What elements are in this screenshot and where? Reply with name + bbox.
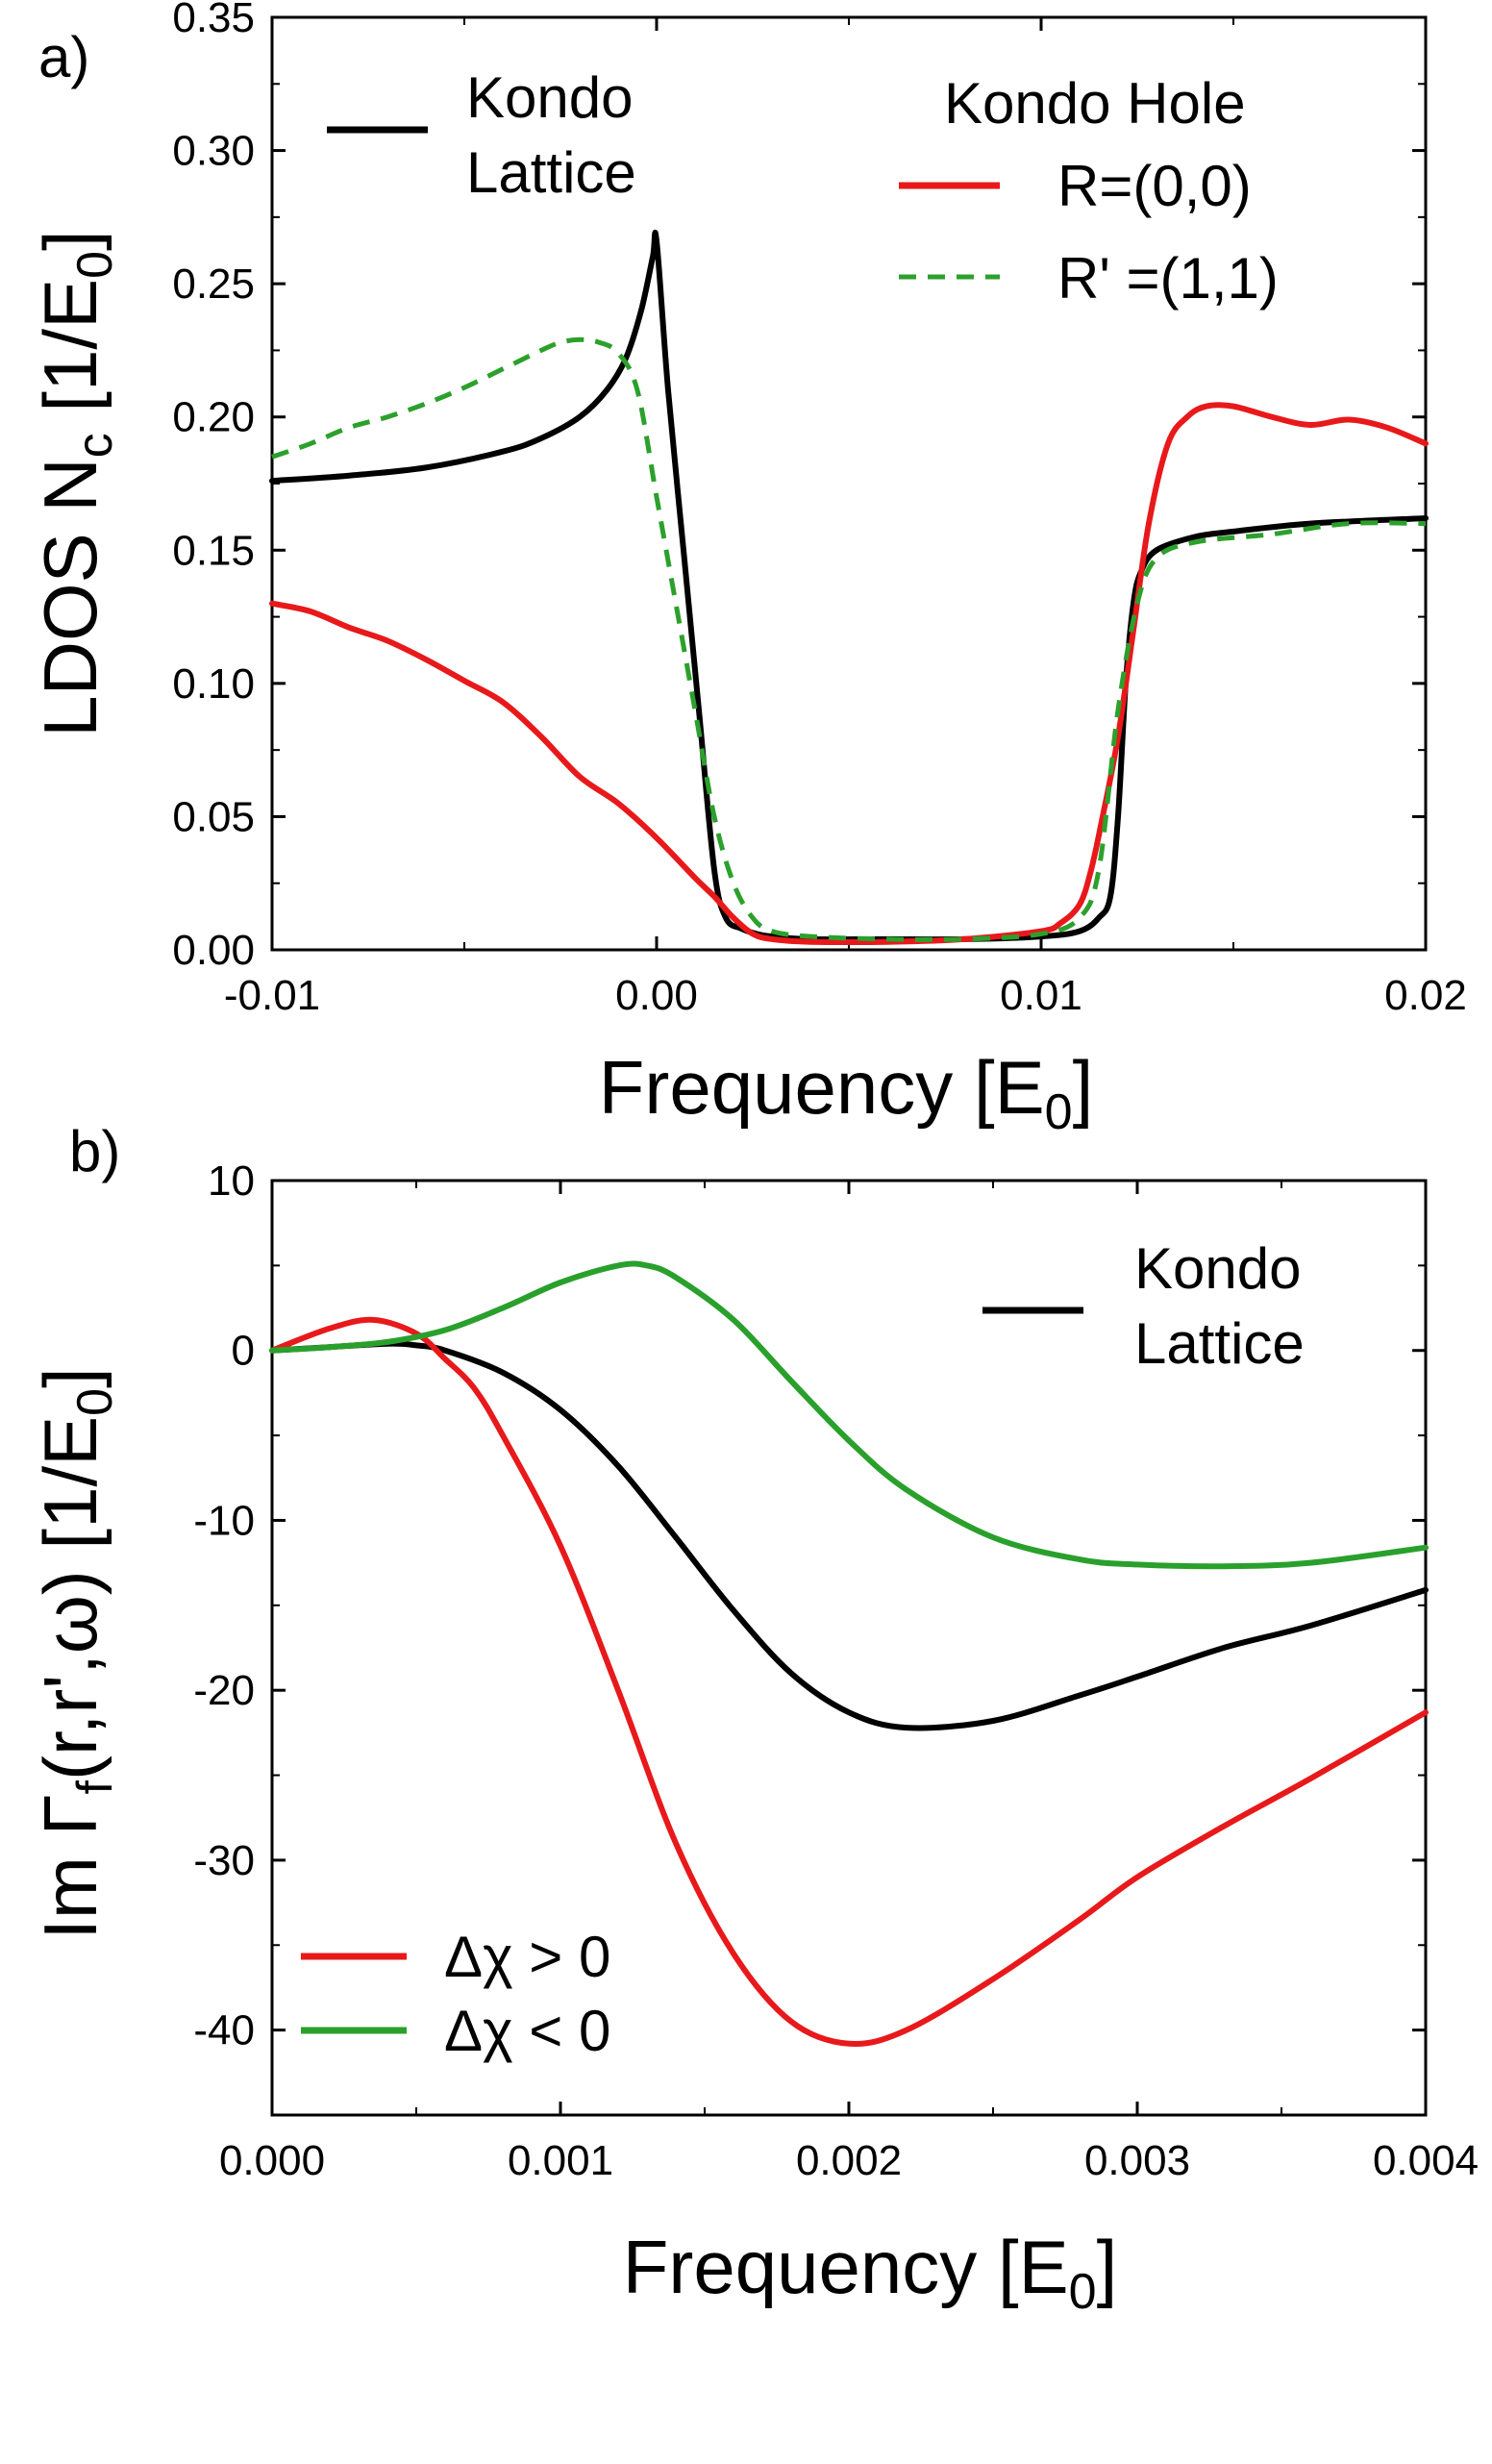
chart-a-x-axis-label: Frequency [E0] <box>599 1045 1093 1140</box>
y-tick-label: -10 <box>193 1497 255 1544</box>
legend-b-dchi-pos-label: Δχ > 0 <box>444 1925 610 1989</box>
panel-a-label: a) <box>38 25 89 89</box>
chart-b: b) 0.000 0.001 0.002 0.003 0.004 10 0 -10 -20 -3… <box>28 1119 1479 2320</box>
x-tick-label: 0.003 <box>1084 2137 1190 2184</box>
y-tick-label: -20 <box>193 1667 255 1714</box>
chart-a-legend: Kondo Lattice Kondo Hole R=(0,0) R' =(1,… <box>327 65 1279 311</box>
legend-a-kondo-hole-header: Kondo Hole <box>944 71 1246 136</box>
chart-b-y-axis-label: Im Γf(r,r',ω) [1/E0] <box>28 1367 123 1939</box>
legend-a-r11-label: R' =(1,1) <box>1057 246 1279 311</box>
chart-a-y-ticks: 0.00 0.05 0.10 0.15 0.20 0.25 0.30 0.35 <box>172 0 1426 974</box>
legend-b-kondo-lattice-line1: Kondo <box>1134 1236 1302 1301</box>
chart-b-legend: Kondo Lattice Δχ > 0 Δχ < 0 <box>301 1236 1305 2063</box>
y-tick-label: 0.00 <box>172 927 255 974</box>
legend-b-dchi-neg-label: Δχ < 0 <box>444 1999 610 2063</box>
chart-a-plot-frame <box>270 15 1428 952</box>
series-line-kondo-lattice <box>269 229 1429 943</box>
y-tick-label: -30 <box>193 1837 255 1884</box>
x-tick-label: 0.000 <box>219 2137 325 2184</box>
x-tick-label: 0.004 <box>1373 2137 1479 2184</box>
chart-b-series <box>269 1260 1429 2048</box>
chart-a-series <box>269 229 1429 945</box>
legend-a-kondo-lattice-line2: Lattice <box>466 140 636 205</box>
panel-b-label: b) <box>69 1119 120 1183</box>
y-tick-label: 0 <box>232 1328 255 1375</box>
series-line-kondo-lattice <box>269 1340 1429 1731</box>
x-tick-label: -0.01 <box>224 972 320 1019</box>
y-tick-label: 0.15 <box>172 527 255 574</box>
series-line-r-0-0 <box>269 402 1429 945</box>
series-line-0 <box>269 1316 1429 2048</box>
legend-b-kondo-lattice-line2: Lattice <box>1134 1311 1305 1376</box>
chart-a-y-axis-label: LDOS Nc [1/E0] <box>28 230 123 736</box>
chart-b-y-ticks: 10 0 -10 -20 -30 -40 <box>193 1157 1426 2054</box>
x-tick-label: 0.001 <box>508 2137 613 2184</box>
legend-a-r00-label: R=(0,0) <box>1057 154 1252 218</box>
y-tick-label: 10 <box>208 1157 255 1205</box>
chart-b-x-axis-label: Frequency [E0] <box>623 2225 1117 2320</box>
y-tick-label: 0.05 <box>172 793 255 840</box>
x-tick-label: 0.00 <box>615 972 698 1019</box>
chart-a: a) -0.01 0.00 0.01 0.02 0.000.050.100.150.2… <box>28 0 1467 1140</box>
y-tick-label: 0.25 <box>172 261 255 308</box>
legend-a-kondo-lattice-line1: Kondo <box>466 65 634 130</box>
y-tick-label: -40 <box>193 2007 255 2054</box>
series-line-r-1-1 <box>271 336 1427 942</box>
x-tick-label: 0.002 <box>796 2137 902 2184</box>
x-tick-label: 0.02 <box>1384 972 1467 1019</box>
y-tick-label: 0.20 <box>172 394 255 441</box>
y-tick-label: 0.10 <box>172 660 255 708</box>
chart-a-x-ticks: -0.01 0.00 0.01 0.02 <box>224 17 1467 1019</box>
y-tick-label: 0.30 <box>172 128 255 175</box>
y-tick-label: 0.35 <box>172 0 255 41</box>
series-line-0 <box>269 1260 1429 1570</box>
chart-b-x-ticks: 0.000 0.001 0.002 0.003 0.004 <box>219 1181 1479 2184</box>
x-tick-label: 0.01 <box>1000 972 1082 1019</box>
